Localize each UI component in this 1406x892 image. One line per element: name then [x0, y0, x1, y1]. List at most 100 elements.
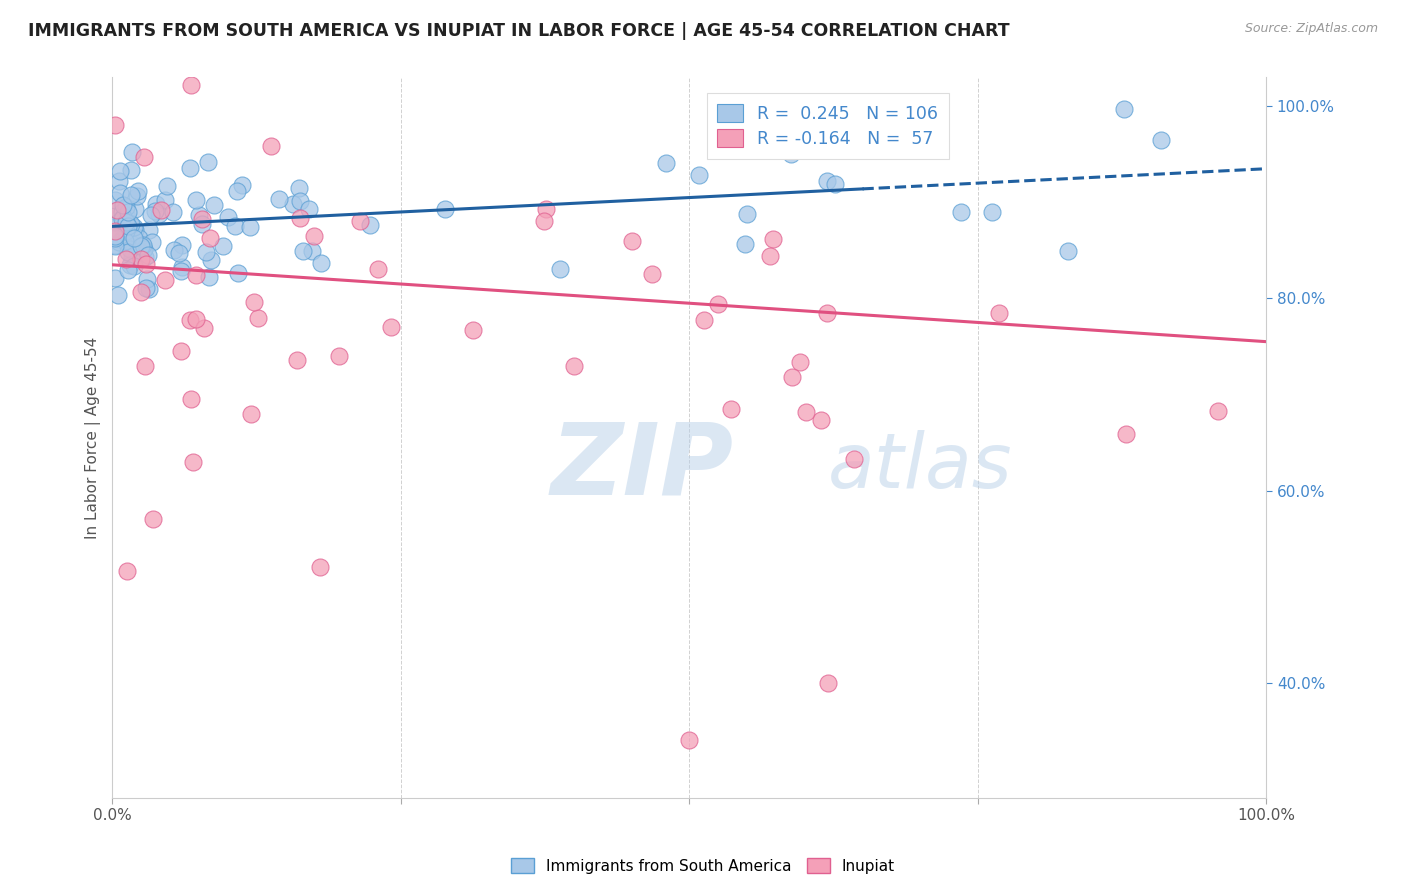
- Point: [782, 370, 804, 384]
- Point: [380, 319, 402, 334]
- Point: [115, 208, 138, 222]
- Point: [950, 205, 973, 219]
- Point: [104, 237, 127, 252]
- Point: [115, 200, 138, 214]
- Point: [285, 353, 308, 368]
- Point: [149, 203, 172, 218]
- Point: [988, 305, 1011, 319]
- Point: [211, 239, 233, 253]
- Point: [794, 404, 817, 418]
- Point: [815, 173, 838, 187]
- Point: [118, 216, 141, 230]
- Point: [288, 211, 311, 226]
- Point: [243, 294, 266, 309]
- Point: [124, 223, 146, 237]
- Point: [759, 249, 782, 263]
- Point: [187, 208, 209, 222]
- Point: [179, 161, 201, 175]
- Point: [117, 204, 139, 219]
- Point: [118, 242, 141, 256]
- Point: [815, 306, 838, 320]
- Point: [194, 244, 217, 259]
- Point: [132, 151, 155, 165]
- Point: [141, 208, 163, 222]
- Point: [121, 237, 143, 252]
- Point: [110, 233, 132, 247]
- Point: [204, 197, 226, 211]
- Text: ZIP: ZIP: [551, 418, 734, 515]
- Point: [328, 349, 350, 363]
- Point: [117, 263, 139, 277]
- Point: [288, 181, 311, 195]
- Point: [127, 184, 149, 198]
- Point: [120, 188, 142, 202]
- Point: [298, 202, 321, 217]
- Point: [434, 202, 457, 216]
- Point: [170, 343, 193, 358]
- Point: [118, 222, 141, 236]
- Point: [145, 197, 167, 211]
- Point: [191, 217, 214, 231]
- Point: [269, 192, 291, 206]
- Point: [131, 238, 153, 252]
- Point: [122, 230, 145, 244]
- Point: [562, 359, 585, 373]
- Point: [114, 234, 136, 248]
- Point: [193, 321, 215, 335]
- Point: [779, 147, 801, 161]
- Point: [136, 248, 159, 262]
- Point: [122, 220, 145, 235]
- Point: [179, 78, 201, 92]
- Point: [153, 273, 176, 287]
- Point: [737, 206, 759, 220]
- Point: [734, 236, 756, 251]
- Point: [533, 214, 555, 228]
- Point: [112, 198, 135, 212]
- Point: [1206, 404, 1229, 418]
- Point: [186, 312, 208, 326]
- Point: [122, 259, 145, 273]
- Point: [117, 245, 139, 260]
- Point: [824, 177, 846, 191]
- Point: [108, 186, 131, 201]
- Point: [247, 311, 270, 326]
- Point: [169, 246, 191, 260]
- Point: [548, 262, 571, 277]
- Point: [367, 261, 389, 276]
- Point: [135, 281, 157, 295]
- Point: [1112, 103, 1135, 117]
- Point: [134, 359, 156, 373]
- Point: [301, 244, 323, 258]
- Point: [197, 155, 219, 169]
- Point: [153, 194, 176, 208]
- Point: [163, 243, 186, 257]
- Point: [693, 313, 716, 327]
- Point: [125, 188, 148, 202]
- Point: [135, 272, 157, 286]
- Point: [226, 266, 249, 280]
- Point: [104, 270, 127, 285]
- Point: [720, 402, 742, 417]
- Point: [132, 238, 155, 252]
- Point: [104, 119, 127, 133]
- Point: [114, 224, 136, 238]
- Point: [226, 184, 249, 198]
- Point: [108, 164, 131, 178]
- Point: [134, 250, 156, 264]
- Point: [706, 297, 728, 311]
- Point: [104, 224, 127, 238]
- Point: [224, 219, 246, 234]
- Point: [170, 238, 193, 252]
- Point: [108, 174, 131, 188]
- Point: [288, 194, 311, 208]
- Point: [129, 252, 152, 266]
- Point: [654, 156, 676, 170]
- Y-axis label: In Labor Force | Age 45-54: In Labor Force | Age 45-54: [86, 336, 101, 539]
- Point: [138, 223, 160, 237]
- Point: [200, 253, 222, 268]
- Point: [120, 258, 142, 272]
- Point: [281, 197, 304, 211]
- Point: [180, 392, 202, 407]
- Point: [181, 455, 204, 469]
- Point: [191, 212, 214, 227]
